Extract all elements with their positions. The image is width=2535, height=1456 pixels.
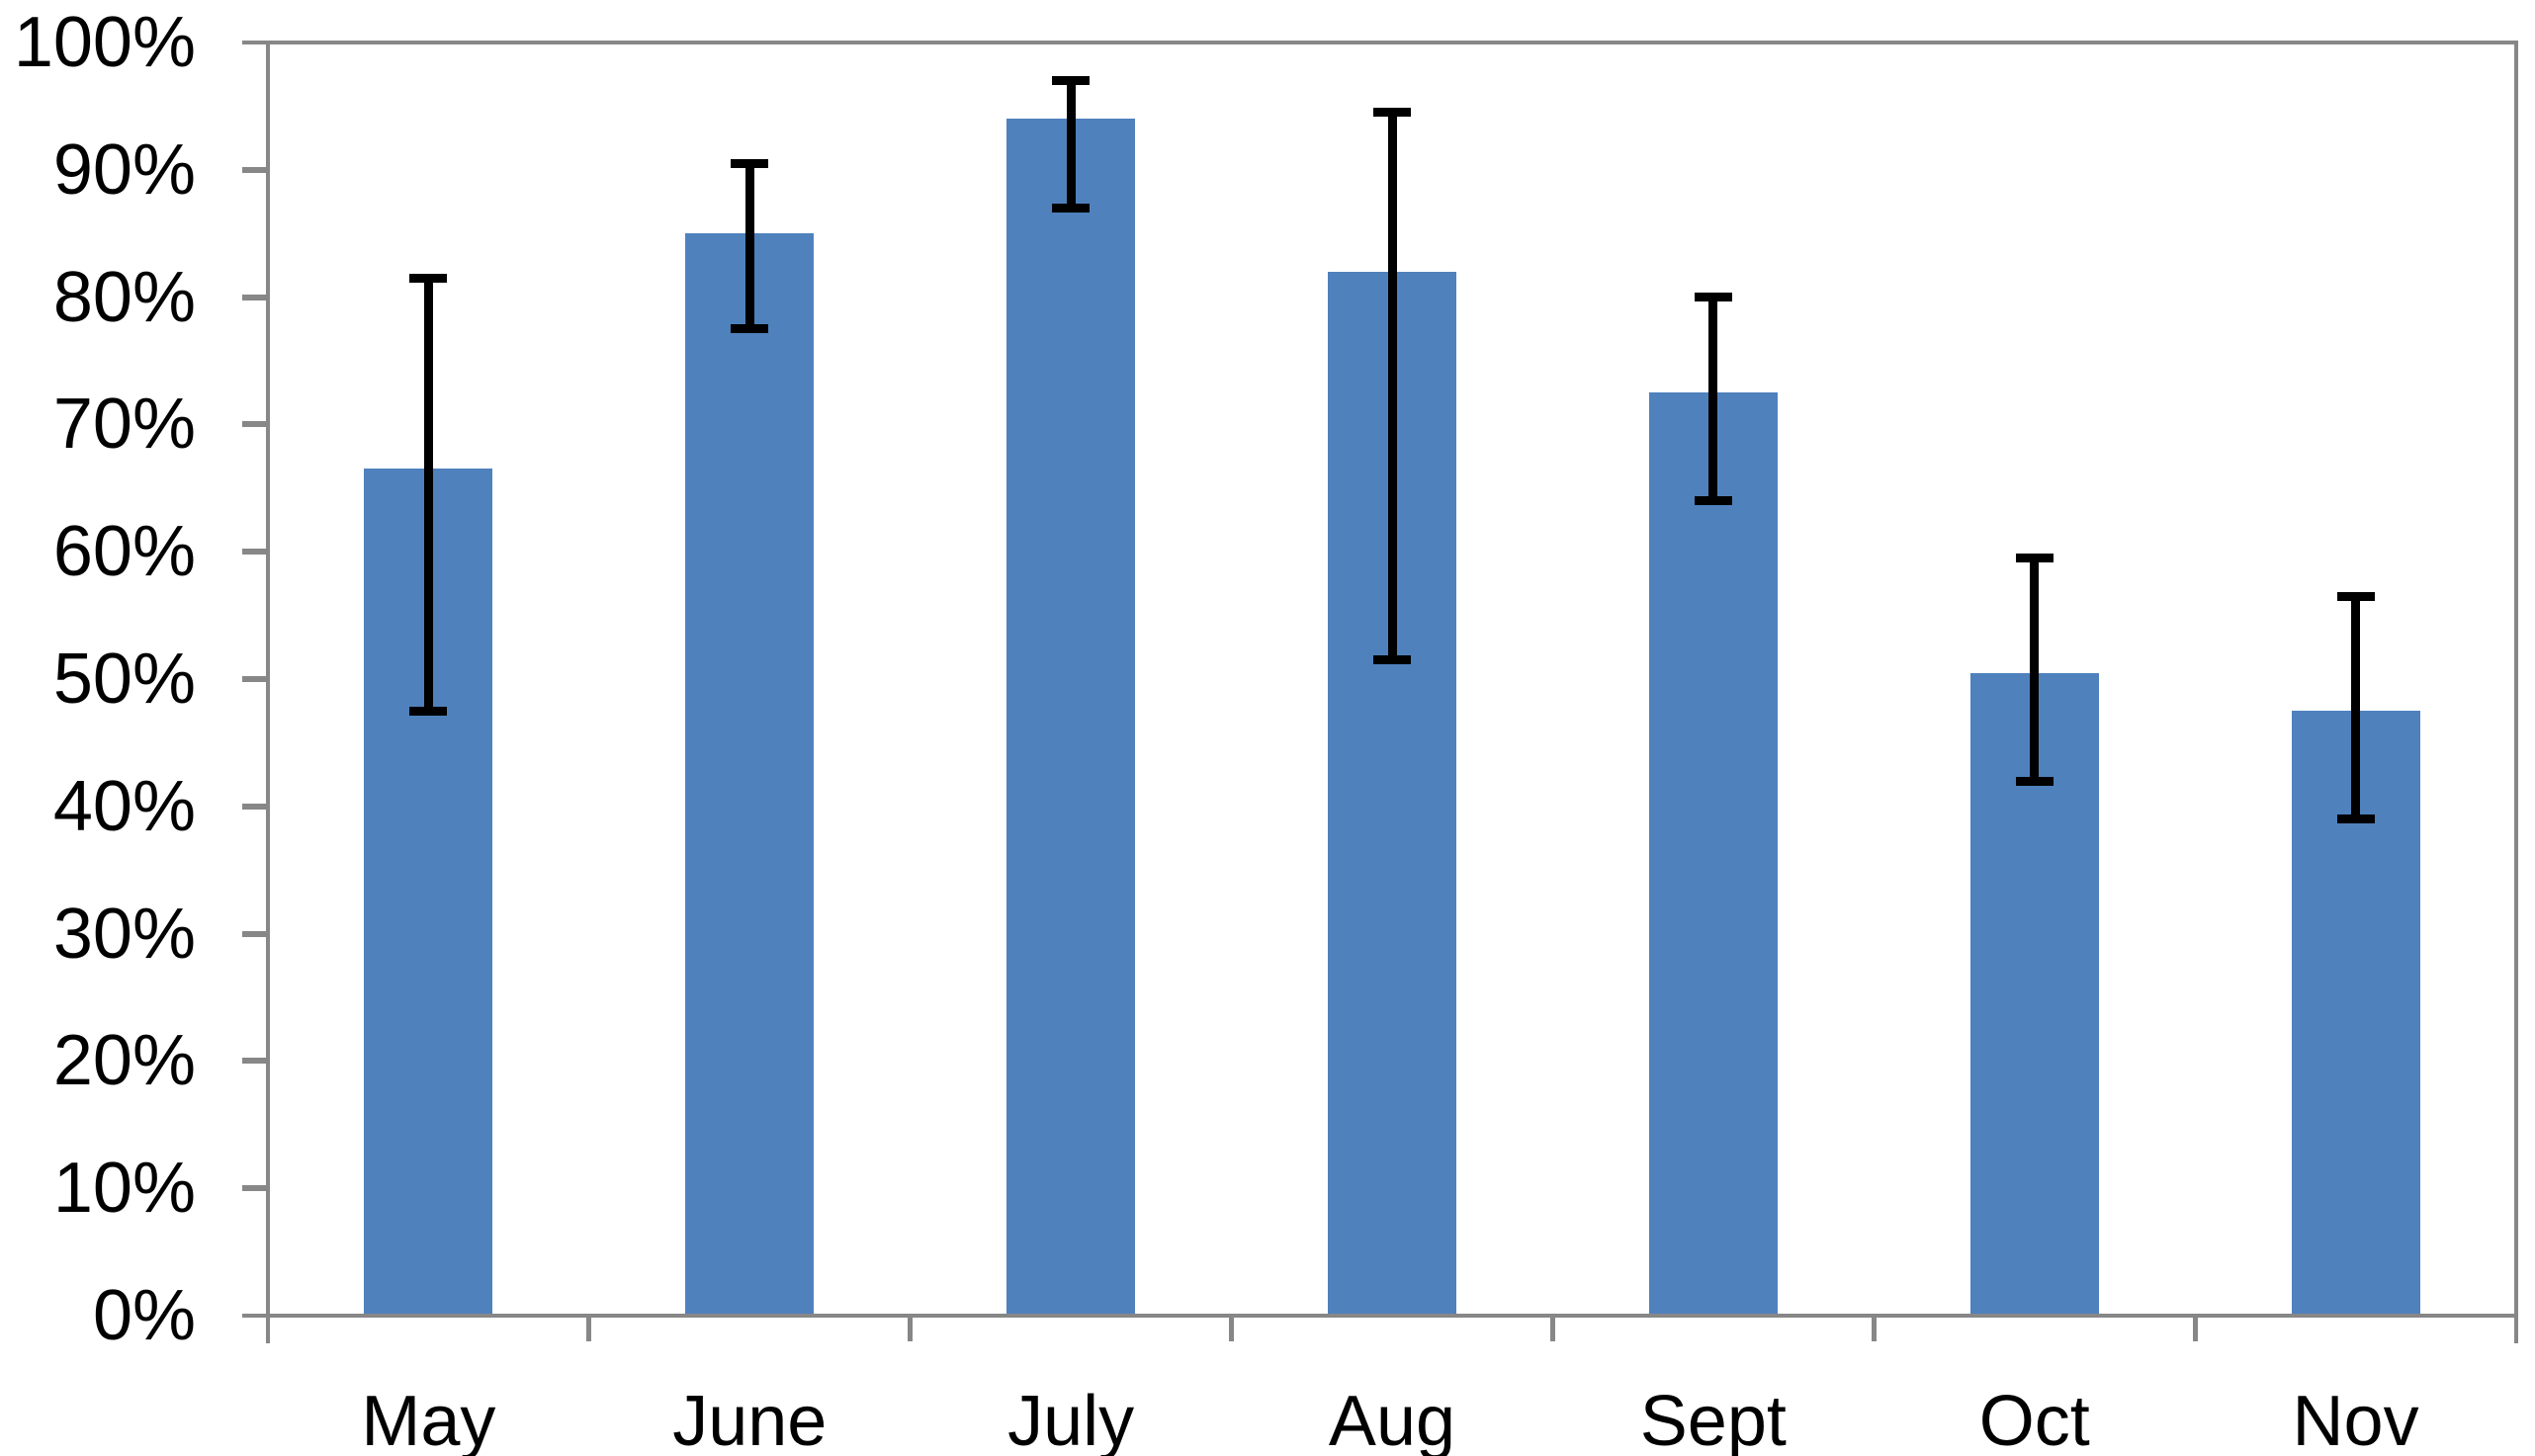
error-bar-cap-bottom-july bbox=[1052, 203, 1091, 213]
y-tick-20 bbox=[242, 1058, 268, 1065]
error-bar-cap-bottom-oct bbox=[2015, 776, 2054, 786]
error-bar-line-aug bbox=[1387, 112, 1397, 660]
plot-border-top bbox=[242, 41, 2518, 44]
x-boundary-tick-4 bbox=[1549, 1316, 1555, 1341]
y-tick-30 bbox=[242, 930, 268, 937]
y-tick-label-0: 0% bbox=[92, 1276, 196, 1355]
bar-june bbox=[685, 233, 815, 1314]
x-label-oct: Oct bbox=[1978, 1382, 2090, 1456]
error-bar-line-july bbox=[1066, 80, 1076, 209]
y-tick-80 bbox=[242, 294, 268, 300]
y-tick-90 bbox=[242, 166, 268, 173]
x-axis-line bbox=[242, 1314, 2518, 1318]
error-bar-cap-bottom-june bbox=[731, 324, 769, 334]
x-boundary-tick-1 bbox=[586, 1316, 592, 1341]
y-tick-label-20: 20% bbox=[52, 1021, 196, 1101]
error-bar-cap-top-may bbox=[409, 273, 448, 283]
error-bar-cap-top-oct bbox=[2015, 554, 2054, 563]
error-bar-cap-top-sept bbox=[1694, 293, 1732, 302]
error-bar-cap-top-july bbox=[1052, 76, 1091, 86]
y-tick-10 bbox=[242, 1185, 268, 1192]
error-bar-cap-bottom-may bbox=[409, 706, 448, 716]
error-bar-cap-bottom-aug bbox=[1373, 655, 1411, 665]
x-label-june: June bbox=[672, 1382, 828, 1456]
y-tick-label-100: 100% bbox=[13, 3, 196, 82]
y-tick-60 bbox=[242, 549, 268, 556]
error-bar-line-june bbox=[744, 163, 754, 329]
x-label-aug: Aug bbox=[1328, 1382, 1456, 1456]
y-tick-label-10: 10% bbox=[52, 1149, 196, 1229]
y-tick-50 bbox=[242, 676, 268, 682]
error-bar-line-oct bbox=[2030, 557, 2040, 782]
x-label-july: July bbox=[1007, 1382, 1135, 1456]
y-tick-label-90: 90% bbox=[52, 129, 196, 210]
x-boundary-tick-2 bbox=[908, 1316, 914, 1341]
x-label-sept: Sept bbox=[1639, 1382, 1787, 1456]
y-tick-70 bbox=[242, 421, 268, 428]
y-tick-label-60: 60% bbox=[52, 512, 196, 592]
error-bar-cap-top-aug bbox=[1373, 108, 1411, 118]
error-bar-cap-top-june bbox=[731, 158, 769, 168]
bar-sept bbox=[1648, 392, 1778, 1314]
bar-july bbox=[1006, 119, 1136, 1314]
x-label-may: May bbox=[361, 1382, 496, 1456]
error-bar-line-may bbox=[423, 278, 433, 712]
plot-border-right bbox=[2514, 41, 2518, 1343]
y-tick-label-80: 80% bbox=[52, 257, 196, 337]
x-boundary-tick-5 bbox=[1871, 1316, 1877, 1341]
x-label-nov: Nov bbox=[2292, 1382, 2419, 1456]
error-bar-cap-bottom-sept bbox=[1694, 496, 1732, 506]
y-tick-label-50: 50% bbox=[52, 640, 196, 719]
y-tick-40 bbox=[242, 803, 268, 810]
x-boundary-tick-3 bbox=[1229, 1316, 1235, 1341]
error-bar-cap-top-nov bbox=[2336, 591, 2375, 601]
error-bar-line-nov bbox=[2351, 596, 2361, 819]
y-axis-line bbox=[266, 41, 270, 1343]
y-tick-label-70: 70% bbox=[52, 385, 196, 465]
x-boundary-tick-6 bbox=[2192, 1316, 2198, 1341]
error-bar-line-sept bbox=[1708, 297, 1718, 501]
y-tick-label-40: 40% bbox=[52, 766, 196, 846]
error-bar-cap-bottom-nov bbox=[2336, 814, 2375, 824]
y-tick-label-30: 30% bbox=[52, 894, 196, 974]
